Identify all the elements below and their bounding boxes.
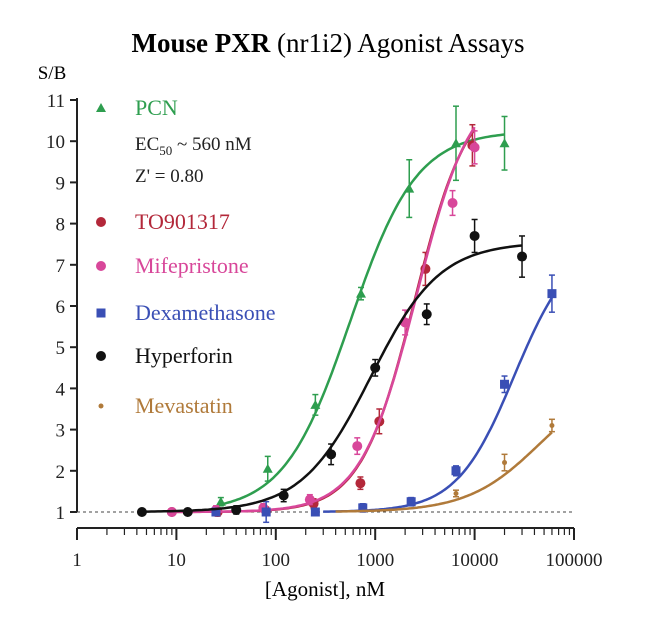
- y-tick-label: 7: [56, 256, 66, 277]
- data-point-to901317: [355, 478, 366, 489]
- legend: PCN EC50 ~ 560 nM Z' = 0.80 TO901317 Mif…: [96, 95, 276, 418]
- data-point-mifepristone: [352, 441, 363, 452]
- chart-title: Mouse PXR (nr1i2) Agonist Assays: [132, 28, 525, 58]
- x-tick-label: 10000: [451, 550, 499, 571]
- legend-item-mevastatin: Mevastatin: [98, 393, 233, 418]
- legend-label-dexamethasone: Dexamethasone: [135, 300, 276, 325]
- fit-curve-hyperforin: [141, 244, 523, 513]
- data-point-mifepristone: [304, 494, 315, 505]
- fit-curve-mevastatin: [335, 431, 553, 513]
- ec50-prefix: EC: [135, 134, 159, 155]
- data-point-mifepristone: [469, 142, 480, 153]
- data-point-dexamethasone: [406, 497, 416, 507]
- y-tick-label: 9: [56, 173, 66, 194]
- legend-item-pcn: PCN: [96, 95, 178, 120]
- y-tick-label: 11: [47, 91, 65, 112]
- legend-marker-shape-to901317: [96, 217, 106, 227]
- x-axis-label: [Agonist], nM: [265, 577, 385, 601]
- data-point-dexamethasone: [310, 507, 320, 517]
- data-point-dexamethasone: [547, 289, 557, 299]
- data-point-dexamethasone: [358, 503, 368, 513]
- y-axis-label: S/B: [38, 63, 67, 84]
- data-point-mevastatin: [502, 460, 508, 466]
- data-point-dexamethasone: [211, 507, 221, 517]
- legend-marker-shape-mevastatin: [98, 403, 104, 409]
- legend-marker-to901317: [96, 217, 106, 227]
- legend-item-to901317: TO901317: [96, 209, 230, 234]
- x-tick-label: 1: [72, 550, 82, 571]
- fit-curve-mifepristone: [171, 126, 476, 514]
- legend-marker-shape-mifepristone: [96, 261, 106, 271]
- x-tick-label: 100000: [546, 550, 603, 571]
- data-point-mevastatin: [453, 490, 459, 496]
- data-point-pcn: [499, 138, 510, 148]
- data-point-hyperforin: [370, 362, 381, 373]
- legend-marker-mevastatin: [98, 403, 104, 409]
- y-tick-label: 1: [56, 503, 66, 524]
- legend-marker-shape-dexamethasone: [96, 308, 106, 318]
- data-point-hyperforin: [182, 507, 193, 517]
- legend-item-mifepristone: Mifepristone: [96, 253, 249, 278]
- data-point-pcn: [451, 138, 462, 148]
- data-point-dexamethasone: [261, 507, 271, 517]
- data-point-pcn: [404, 183, 415, 193]
- x-tick-label: 1000: [356, 550, 394, 571]
- legend-marker-shape-hyperforin: [96, 351, 106, 361]
- legend-marker-dexamethasone: [96, 308, 106, 318]
- data-point-pcn: [310, 399, 321, 409]
- ec50-value: ~ 560 nM: [172, 134, 252, 155]
- data-point-dexamethasone: [451, 466, 461, 476]
- plot-area: [136, 105, 557, 524]
- data-point-hyperforin: [517, 251, 528, 262]
- zprime-annotation: Z' = 0.80: [135, 166, 204, 187]
- legend-item-dexamethasone: Dexamethasone: [96, 300, 276, 325]
- y-tick-label: 10: [46, 132, 65, 153]
- y-tick-label: 6: [56, 297, 66, 318]
- series-pcn: [215, 105, 510, 507]
- y-tick-label: 5: [56, 338, 66, 359]
- data-point-pcn: [215, 496, 226, 506]
- x-tick-label: 100: [262, 550, 291, 571]
- data-point-pcn: [356, 288, 367, 298]
- data-point-dexamethasone: [500, 379, 510, 389]
- x-tick-label: 10: [167, 550, 186, 571]
- y-tick-label: 4: [56, 379, 66, 400]
- data-point-hyperforin: [421, 309, 432, 320]
- legend-label-mifepristone: Mifepristone: [135, 253, 249, 278]
- legend-marker-pcn: [96, 103, 106, 112]
- data-point-hyperforin: [278, 490, 289, 501]
- data-point-hyperforin: [231, 504, 242, 515]
- y-tick-label: 2: [56, 462, 66, 483]
- legend-marker-shape-pcn: [96, 103, 106, 112]
- legend-marker-hyperforin: [96, 351, 106, 361]
- ec50-annotation: EC50 ~ 560 nM: [135, 134, 252, 158]
- data-point-hyperforin: [326, 449, 337, 460]
- series-hyperforin: [136, 218, 528, 517]
- legend-item-hyperforin: Hyperforin: [96, 343, 233, 368]
- y-tick-label: 3: [56, 421, 66, 442]
- data-point-hyperforin: [469, 230, 480, 241]
- legend-marker-mifepristone: [96, 261, 106, 271]
- chart-title-bold: Mouse PXR: [132, 28, 271, 58]
- data-point-mevastatin: [549, 422, 555, 428]
- chart-title-rest: (nr1i2) Agonist Assays: [270, 28, 524, 58]
- legend-label-mevastatin: Mevastatin: [135, 393, 233, 418]
- legend-label-hyperforin: Hyperforin: [135, 343, 233, 368]
- data-point-hyperforin: [136, 507, 147, 517]
- series-mevastatin: [335, 418, 555, 513]
- legend-label-pcn: PCN: [135, 95, 178, 120]
- y-tick-label: 8: [56, 215, 66, 236]
- legend-label-to901317: TO901317: [135, 209, 230, 234]
- ec50-subscript: 50: [159, 143, 172, 158]
- data-point-mifepristone: [447, 198, 458, 208]
- data-point-pcn: [262, 463, 273, 473]
